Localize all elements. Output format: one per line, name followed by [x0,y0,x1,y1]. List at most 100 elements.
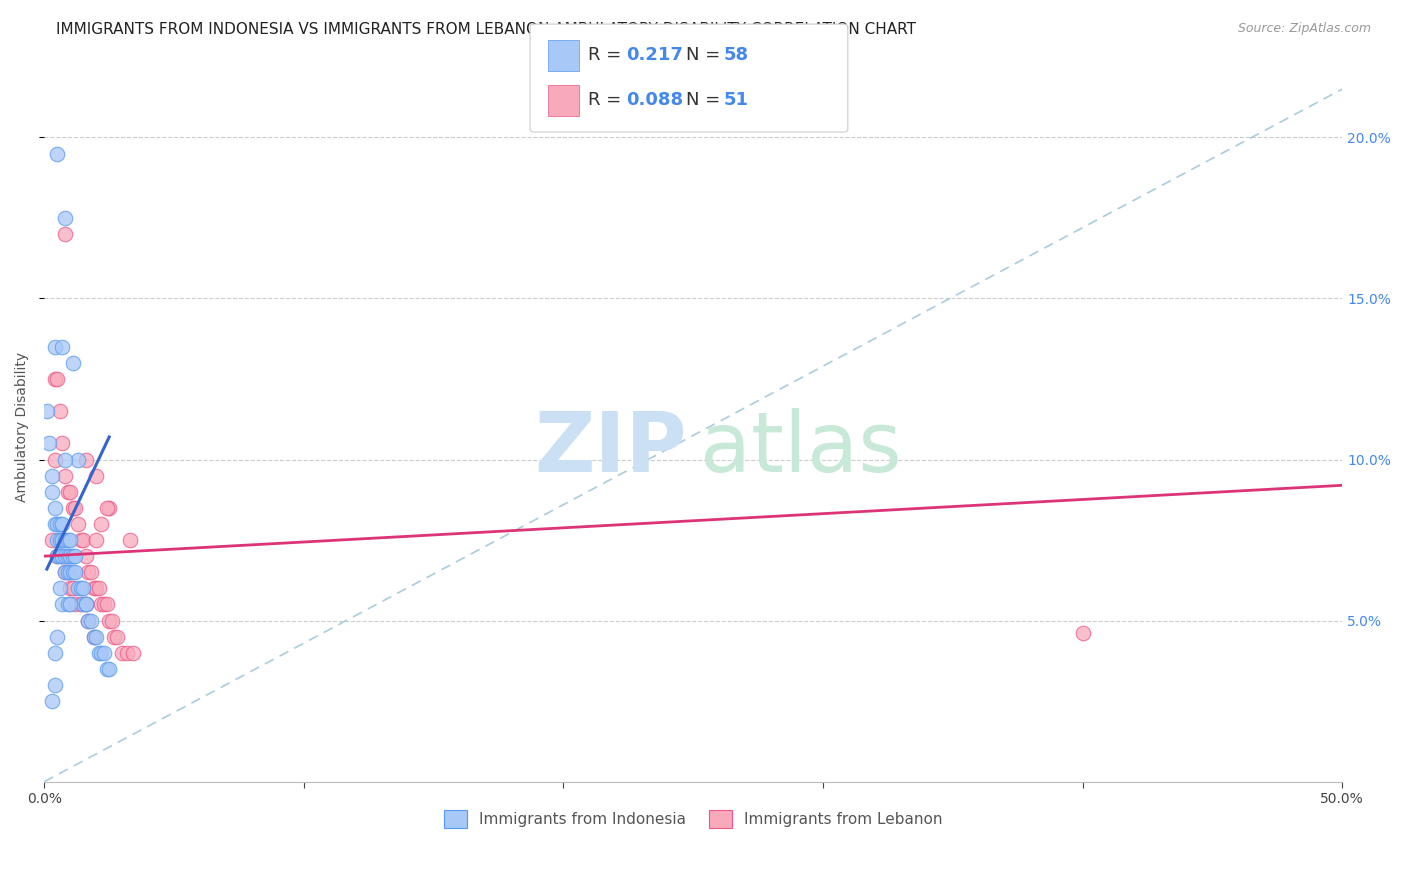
Point [66,582,89,596]
Text: IMMIGRANTS FROM INDONESIA VS IMMIGRANTS FROM LEBANON AMBULATORY DISABILITY CORRE: IMMIGRANTS FROM INDONESIA VS IMMIGRANTS … [56,22,917,37]
Point [44,516,66,531]
Point [59,566,82,580]
Point [75,598,97,612]
Point [90,646,112,660]
Point [46,549,69,564]
Point [49,582,72,596]
Point [53,549,76,564]
Point [72,533,94,547]
Point [41,533,63,547]
Point [56,566,79,580]
Point [46,630,69,644]
Point [51,549,73,564]
Point [90,516,112,531]
Point [80,566,103,580]
Point [51,533,73,547]
Point [65,500,87,515]
Point [62,549,84,564]
Legend: Immigrants from Indonesia, Immigrants from Lebanon: Immigrants from Indonesia, Immigrants fr… [437,805,949,834]
Text: 0.088: 0.088 [626,91,683,109]
Point [103,630,125,644]
Point [75,598,97,612]
Point [53,566,76,580]
Point [41,484,63,499]
Point [98,500,121,515]
Point [49,404,72,418]
Point [90,598,112,612]
Text: R =: R = [588,91,621,109]
Point [62,500,84,515]
Point [46,549,69,564]
Point [59,582,82,596]
Point [38,436,60,450]
Point [44,372,66,386]
Point [51,549,73,564]
Point [69,533,91,547]
Point [53,468,76,483]
Y-axis label: Ambulatory Disability: Ambulatory Disability [15,352,30,502]
Point [96,500,118,515]
Point [59,533,82,547]
Point [111,646,134,660]
Point [66,516,89,531]
Point [53,533,76,547]
Point [69,598,91,612]
Text: N =: N = [686,46,720,64]
Point [77,614,100,628]
Point [51,340,73,354]
Point [84,468,107,483]
Point [65,598,87,612]
Point [62,566,84,580]
Point [49,516,72,531]
Point [44,678,66,692]
Point [56,533,79,547]
Text: Source: ZipAtlas.com: Source: ZipAtlas.com [1237,22,1371,36]
Point [93,598,115,612]
Point [87,646,110,660]
Point [49,533,72,547]
Point [44,452,66,467]
Point [1071,626,1094,640]
Point [46,516,69,531]
Point [84,533,107,547]
Point [83,630,105,644]
Point [49,533,72,547]
Point [75,598,97,612]
Point [56,566,79,580]
Point [83,630,105,644]
Point [77,614,100,628]
Point [46,533,69,547]
Point [96,598,118,612]
Point [49,549,72,564]
Point [56,484,79,499]
Point [65,549,87,564]
Point [59,549,82,564]
Point [44,646,66,660]
Point [59,484,82,499]
Point [53,211,76,225]
Point [62,356,84,370]
Point [84,630,107,644]
Point [53,566,76,580]
Point [100,614,122,628]
Point [62,582,84,596]
Point [35,404,58,418]
Point [66,452,89,467]
Text: R =: R = [588,46,621,64]
Point [87,582,110,596]
Point [80,614,103,628]
Point [56,598,79,612]
Point [96,662,118,676]
Point [65,566,87,580]
Point [75,549,97,564]
Point [83,582,105,596]
Text: 51: 51 [724,91,749,109]
Point [117,646,139,660]
Point [41,468,63,483]
Text: N =: N = [686,91,720,109]
Point [46,372,69,386]
Text: atlas: atlas [700,408,901,489]
Point [77,566,100,580]
Point [51,516,73,531]
Point [72,598,94,612]
